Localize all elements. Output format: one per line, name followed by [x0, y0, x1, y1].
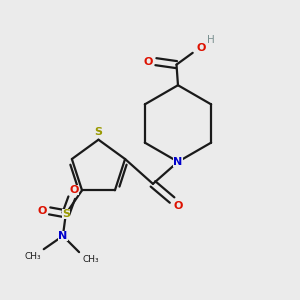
Text: O: O: [144, 57, 153, 67]
Text: S: S: [94, 127, 103, 137]
Text: CH₃: CH₃: [82, 255, 99, 264]
Text: O: O: [197, 44, 206, 53]
Text: S: S: [62, 209, 70, 219]
Text: N: N: [173, 157, 183, 167]
Text: O: O: [70, 185, 80, 195]
Text: N: N: [58, 231, 68, 241]
Text: O: O: [173, 201, 183, 211]
Text: CH₃: CH₃: [24, 252, 41, 261]
Text: O: O: [38, 206, 47, 216]
Text: H: H: [207, 34, 215, 45]
